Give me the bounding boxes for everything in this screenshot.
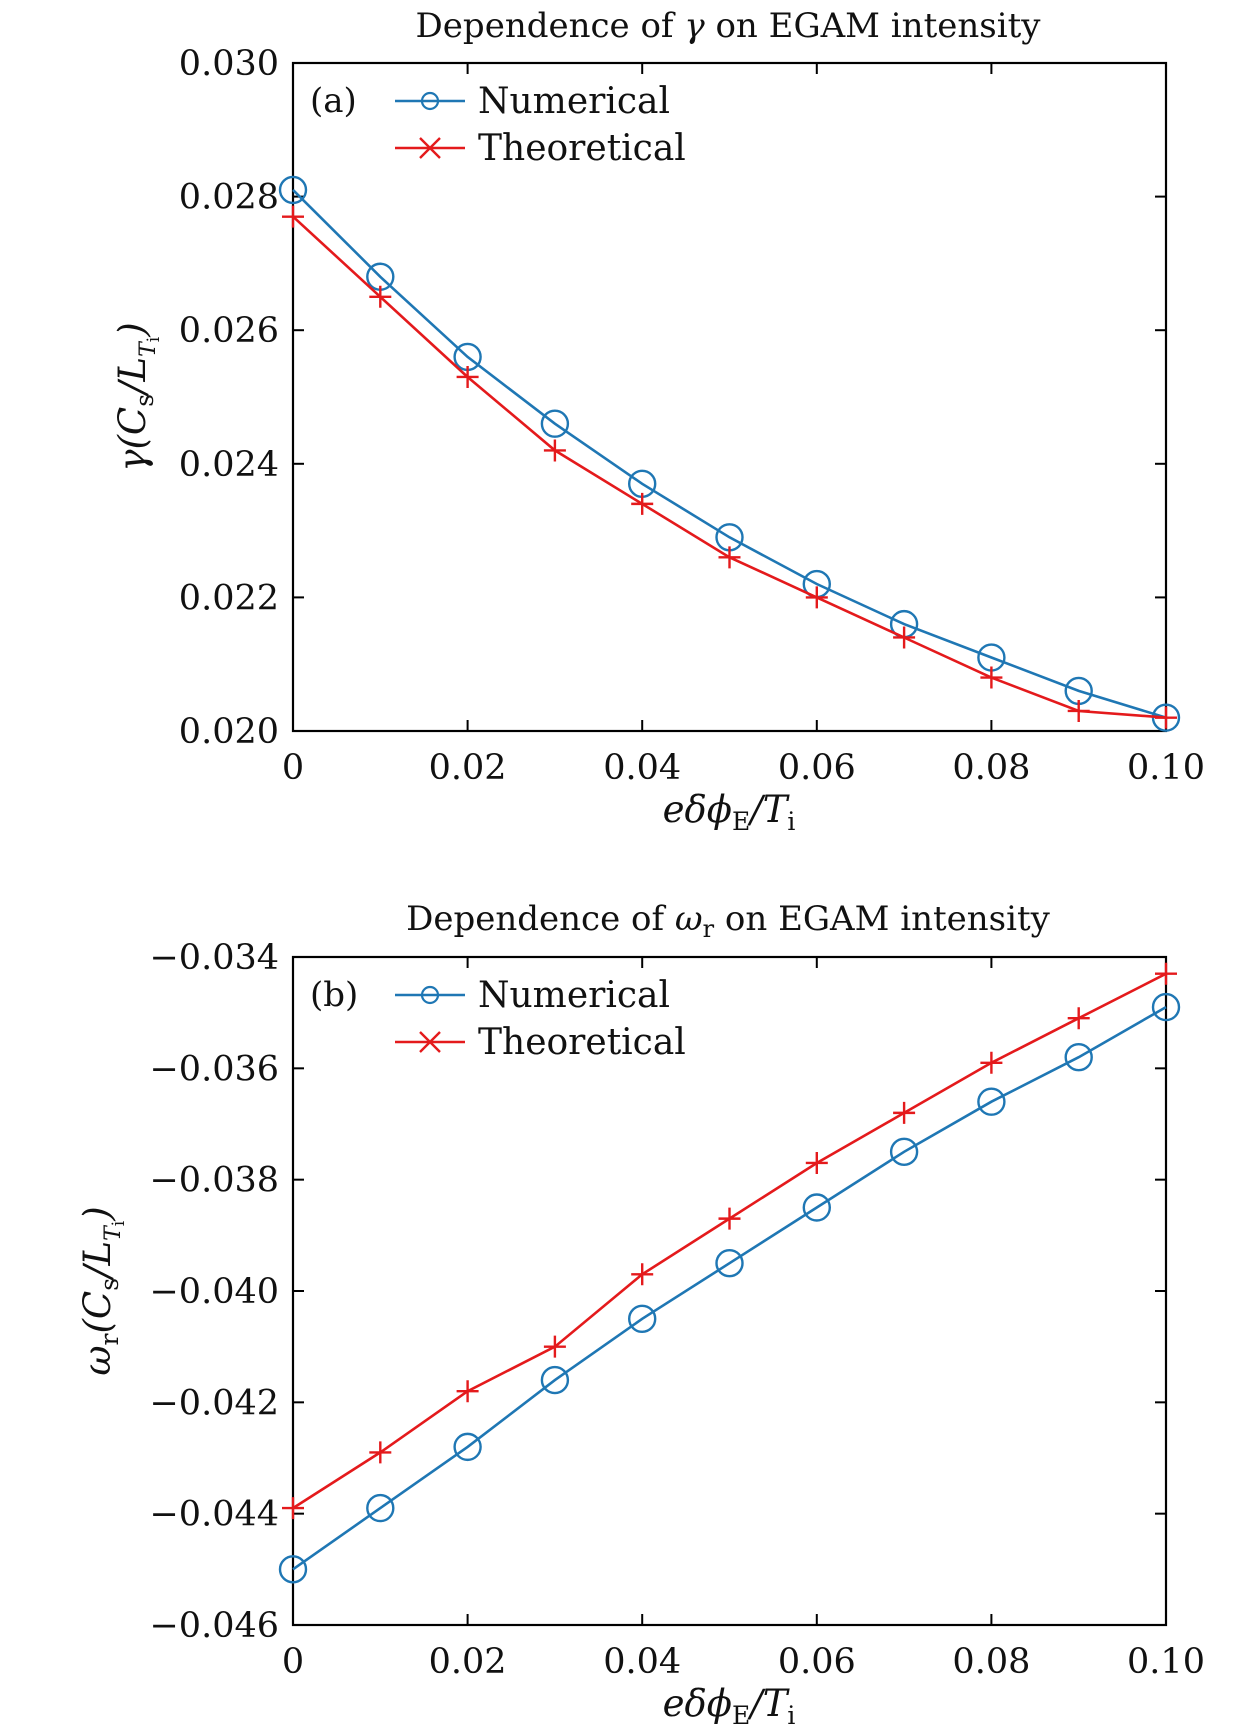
panel-a-title: Dependence of γ on EGAM intensity [416,6,1042,46]
panel-b: Dependence of ωr on EGAM intensity 0 0.02… [76,899,1205,1730]
x-tick-label-a-4: 0.08 [952,748,1030,788]
y-tick-label-a-3: 0.026 [179,311,279,351]
legend-b-theoretical-marker [419,1031,441,1053]
y-tick-label-b-6: −0.034 [149,938,279,978]
point-b-numerical-10 [1151,992,1181,1022]
panel-b-xlabel: eδϕE/Ti [663,1682,796,1730]
legend-a-numerical-label: Numerical [478,81,670,122]
point-b-theoretical-5 [718,1207,741,1230]
series-b-theoretical [282,962,1177,1520]
panel-b-frame [291,955,1168,1627]
x-tick-label-b-1: 0.02 [429,1642,507,1682]
point-a-theoretical-5 [718,546,741,569]
y-tick-label-a-4: 0.028 [179,178,279,218]
point-a-theoretical-0 [282,205,304,228]
panel-a-ylabel: γ(Cs/LTi) [111,322,164,471]
panel-a-xlabel: eδϕE/Ti [663,788,796,836]
panel-a-frame [291,61,1168,733]
point-a-theoretical-7 [893,626,916,649]
legend-a-theoretical-label: Theoretical [478,128,686,169]
point-a-theoretical-6 [805,586,828,609]
x-tick-label-b-2: 0.04 [603,1642,681,1682]
panel-b-ticks: 0 0.02 0.04 0.06 0.08 0.10 −0.046 −0.044 −0.042 −… [149,938,1205,1682]
point-b-numerical-2 [453,1432,482,1462]
x-tick-label-b-4: 0.08 [952,1642,1030,1682]
series-line-a-numerical [292,188,1167,719]
point-a-theoretical-1 [369,285,392,308]
panel-b-tag: (b) [310,975,358,1015]
point-a-theoretical-4 [631,492,654,515]
y-tick-label-a-1: 0.022 [179,578,279,618]
panel-a: Dependence of γ on EGAM intensity 0 0.02 0… [111,6,1205,836]
point-a-theoretical-2 [456,365,479,388]
point-a-theoretical-9 [1067,699,1090,722]
panel-a-tag: (a) [310,81,357,121]
series-line-b-theoretical [292,972,1167,1510]
point-a-theoretical-8 [980,666,1003,689]
panel-a-series [278,175,1181,732]
x-tick-label-b-0: 0 [282,1642,304,1682]
x-tick-label-a-0: 0 [282,748,304,788]
x-tick-label-a-1: 0.02 [429,748,507,788]
panel-b-title: Dependence of ωr on EGAM intensity [406,899,1051,943]
point-b-theoretical-1 [369,1441,392,1464]
point-b-numerical-8 [977,1087,1006,1116]
legend-a-theoretical-marker [419,137,441,159]
point-b-theoretical-3 [543,1335,566,1358]
y-tick-label-a-5: 0.030 [179,44,279,84]
series-line-b-numerical [292,1005,1167,1571]
x-tick-label-a-2: 0.04 [603,748,681,788]
legend-b-numerical-label: Numerical [478,975,670,1016]
point-a-theoretical-10 [1155,706,1177,729]
y-tick-label-b-4: −0.038 [149,1161,279,1201]
point-b-theoretical-7 [893,1101,916,1124]
point-b-numerical-5 [715,1248,744,1278]
point-b-numerical-9 [1064,1042,1093,1072]
panel-a-ticks: 0 0.02 0.04 0.06 0.08 0.10 0.020 0.022 0.024 0.02… [179,44,1205,788]
point-b-numerical-7 [889,1137,919,1167]
point-b-theoretical-10 [1155,962,1177,985]
point-a-numerical-3 [540,409,570,438]
y-tick-label-b-2: −0.042 [149,1383,279,1423]
series-a-theoretical [282,205,1177,729]
point-a-numerical-0 [278,175,308,205]
panel-b-ylabel: ωr(Cs/LTi) [76,1206,129,1375]
legend-b-theoretical-label: Theoretical [478,1022,686,1063]
y-tick-label-b-0: −0.046 [149,1606,279,1646]
panel-b-series [278,962,1181,1584]
y-tick-label-b-1: −0.044 [149,1495,279,1535]
series-b-numerical [278,992,1181,1584]
y-tick-label-b-3: −0.040 [149,1272,279,1312]
point-b-theoretical-6 [805,1151,828,1174]
y-tick-label-a-2: 0.024 [179,445,279,485]
point-b-theoretical-0 [282,1497,304,1520]
panel-a-legend: Numerical Theoretical [395,81,686,169]
point-b-theoretical-4 [631,1263,654,1286]
point-b-theoretical-2 [456,1380,479,1403]
panel-b-legend: Numerical Theoretical [395,975,686,1063]
point-a-theoretical-3 [543,439,566,462]
y-tick-label-a-0: 0.020 [179,712,279,752]
x-tick-label-b-5: 0.10 [1127,1642,1205,1682]
point-b-numerical-0 [278,1555,308,1584]
y-tick-label-b-5: −0.036 [149,1049,279,1089]
point-b-theoretical-8 [980,1051,1003,1074]
legend-a-numerical-marker [420,91,440,111]
x-tick-label-b-3: 0.06 [778,1642,856,1682]
point-b-theoretical-9 [1067,1007,1090,1030]
series-a-numerical [278,175,1181,732]
x-tick-label-a-5: 0.10 [1127,748,1205,788]
point-b-numerical-4 [628,1304,657,1334]
point-b-numerical-6 [802,1193,831,1222]
series-line-a-theoretical [292,215,1167,719]
x-tick-label-a-3: 0.06 [778,748,856,788]
point-b-numerical-3 [540,1365,570,1395]
point-b-numerical-1 [366,1493,395,1523]
legend-b-numerical-marker [420,985,440,1005]
